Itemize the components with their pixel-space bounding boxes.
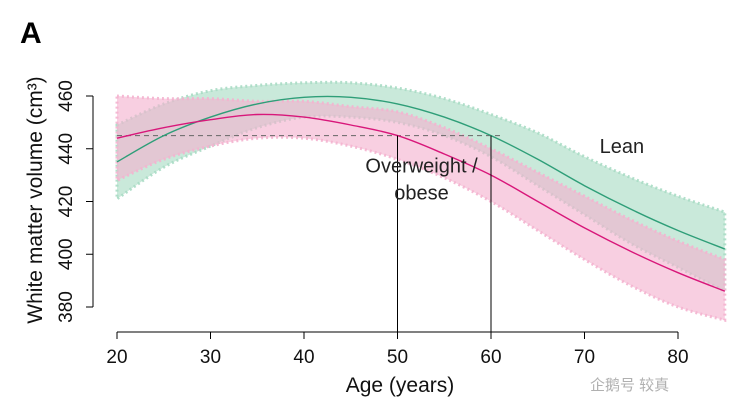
y-tick-label-380: 380	[56, 291, 77, 323]
watermark: 企鹅号 较真	[590, 376, 669, 394]
annotation-overweight-line2: obese	[394, 183, 449, 205]
band-overweight-obese	[115, 94, 727, 323]
annotation-lean: Lean	[600, 136, 645, 158]
axes: 20 30 40 50 60 70 80 380 400 420 440 460	[56, 80, 689, 368]
line-lean	[116, 95, 726, 250]
y-tick-label-460: 460	[56, 80, 77, 112]
line-overweight-obese	[116, 113, 726, 292]
panel-label: A	[20, 17, 42, 50]
x-tick-label-60: 60	[480, 347, 501, 368]
x-tick-label-50: 50	[387, 347, 408, 368]
x-tick-label-30: 30	[200, 347, 221, 368]
y-tick-label-440: 440	[56, 133, 77, 165]
confidence-bands	[115, 80, 727, 323]
y-tick-label-420: 420	[56, 186, 77, 218]
x-tick-label-20: 20	[106, 347, 127, 368]
x-tick-label-80: 80	[667, 347, 688, 368]
series-lines	[116, 95, 726, 292]
y-tick-label-400: 400	[56, 238, 77, 270]
x-axis-title: Age (years)	[346, 374, 455, 397]
annotation-overweight-line1: Overweight /	[365, 156, 478, 178]
y-axis-title: White matter volume (cm³)	[24, 76, 47, 323]
age-markers	[397, 135, 492, 332]
x-tick-label-70: 70	[574, 347, 595, 368]
x-tick-label-40: 40	[293, 347, 314, 368]
